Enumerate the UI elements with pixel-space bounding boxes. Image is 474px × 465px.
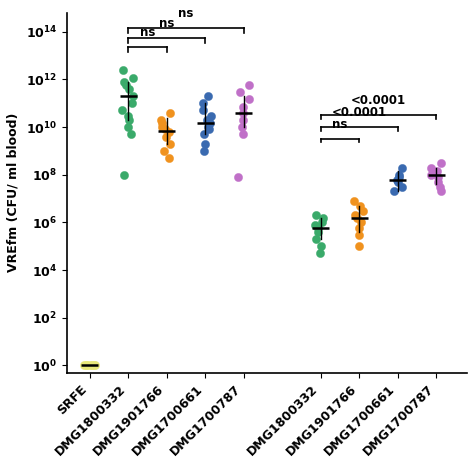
Point <box>246 81 253 88</box>
Point <box>128 100 136 107</box>
Point <box>359 207 366 215</box>
Point <box>130 74 137 81</box>
Point <box>239 109 246 116</box>
Point <box>239 116 247 124</box>
Point <box>119 66 127 73</box>
Point <box>120 171 128 179</box>
Point <box>122 81 129 88</box>
Point <box>128 131 135 138</box>
Point <box>125 112 132 120</box>
Point <box>427 171 435 179</box>
Point <box>80 362 88 369</box>
Point <box>161 147 168 155</box>
Point <box>157 116 165 124</box>
Point <box>356 224 363 232</box>
Point <box>395 171 403 179</box>
Point <box>353 214 360 222</box>
Point <box>438 188 445 195</box>
Point <box>204 93 211 100</box>
Point <box>120 78 128 86</box>
Point <box>86 362 94 369</box>
Point <box>235 173 242 181</box>
Point <box>163 133 170 140</box>
Point <box>161 126 168 133</box>
Point <box>319 219 326 226</box>
Point <box>434 178 442 186</box>
Text: ns: ns <box>140 26 155 39</box>
Point <box>438 159 445 167</box>
Text: ns: ns <box>332 118 347 131</box>
Point <box>118 106 126 114</box>
Point <box>311 221 319 228</box>
Point <box>399 164 406 171</box>
Point <box>159 119 166 126</box>
Text: <0.0001: <0.0001 <box>332 106 387 119</box>
Point <box>312 212 320 219</box>
Point <box>129 93 137 100</box>
Point <box>165 154 173 162</box>
Text: ns: ns <box>159 17 174 29</box>
Point <box>165 129 173 136</box>
Point <box>395 173 403 181</box>
Point <box>437 184 444 191</box>
Point <box>158 123 166 131</box>
Point <box>356 202 364 210</box>
Point <box>428 164 435 171</box>
Point <box>434 173 442 181</box>
Point <box>399 184 406 191</box>
Point <box>355 243 363 250</box>
Point <box>317 243 325 250</box>
Point <box>200 106 207 114</box>
Point <box>356 231 363 239</box>
Point <box>207 112 215 120</box>
Y-axis label: VREfm (CFU/ ml blood): VREfm (CFU/ ml blood) <box>7 113 20 272</box>
Point <box>239 131 247 138</box>
Point <box>201 140 209 147</box>
Point <box>125 116 133 124</box>
Point <box>236 88 244 96</box>
Point <box>126 85 133 93</box>
Point <box>124 123 132 131</box>
Point <box>82 362 90 369</box>
Point <box>200 147 208 155</box>
Text: <0.0001: <0.0001 <box>351 94 406 107</box>
Text: ns: ns <box>178 7 194 20</box>
Point <box>312 235 319 243</box>
Point <box>314 228 321 236</box>
Point <box>434 167 441 174</box>
Point <box>166 140 174 147</box>
Point <box>391 188 398 195</box>
Point <box>166 109 173 116</box>
Point <box>393 176 401 184</box>
Point <box>91 362 98 369</box>
Point <box>201 131 208 138</box>
Point <box>89 362 96 369</box>
Point <box>319 214 327 222</box>
Point <box>238 123 246 131</box>
Point <box>239 103 246 111</box>
Point <box>350 197 358 205</box>
Point <box>357 219 365 226</box>
Point <box>394 178 401 186</box>
Point <box>200 100 207 107</box>
Point <box>207 119 214 126</box>
Point <box>83 362 91 369</box>
Point <box>351 212 358 219</box>
Point <box>91 362 98 369</box>
Point <box>315 224 322 232</box>
Point <box>204 123 212 131</box>
Point <box>316 250 324 257</box>
Point <box>203 116 210 124</box>
Point <box>245 95 253 103</box>
Point <box>205 126 213 133</box>
